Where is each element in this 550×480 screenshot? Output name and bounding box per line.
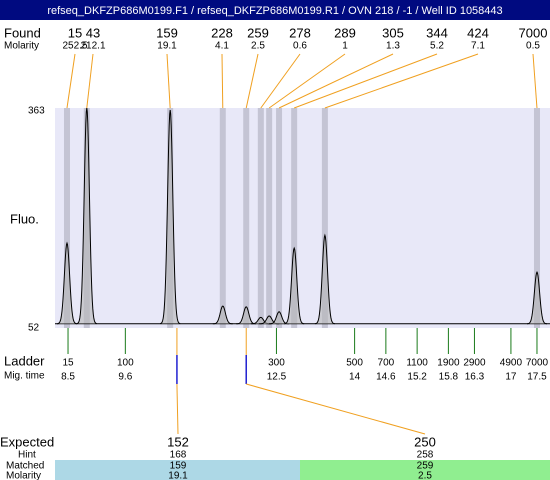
ladder-label: Ladder	[4, 353, 45, 368]
peak-band	[257, 108, 264, 328]
expected-connector	[176, 383, 179, 435]
expected-size: 152	[167, 434, 189, 449]
found-connector	[166, 53, 171, 109]
peak-band	[276, 108, 283, 328]
found-size: 43	[86, 25, 100, 40]
peak-band	[291, 108, 298, 328]
found-size: 344	[426, 25, 448, 40]
trace-peak	[284, 246, 305, 325]
peak-band	[533, 108, 540, 328]
trace-peak	[212, 305, 233, 325]
found-connector	[268, 53, 346, 109]
found-size: 289	[334, 25, 356, 40]
found-connector	[260, 53, 301, 109]
found-connector	[245, 53, 259, 109]
found-size: 15	[68, 25, 82, 40]
header-bar	[0, 0, 550, 20]
found-size: 424	[467, 25, 489, 40]
found-connector	[66, 53, 76, 109]
found-connector	[324, 53, 479, 109]
trace-peak	[57, 241, 77, 325]
found-connector	[532, 53, 538, 109]
expected-size: 250	[414, 434, 436, 449]
matched-label: Matched	[6, 461, 44, 472]
found-molarity: 7.1	[471, 41, 485, 52]
found-connector	[86, 53, 94, 109]
mig-time-label: Mig. time	[4, 371, 45, 382]
found-molarity: 0.5	[526, 41, 540, 52]
found-size: 259	[247, 25, 269, 40]
ladder-time: 17	[505, 372, 517, 383]
ladder-size: 4900	[500, 358, 523, 369]
trace-peak	[314, 233, 335, 325]
peak-band	[321, 108, 328, 328]
found-molarity: 19.1	[157, 41, 177, 52]
found-molarity: 5.2	[430, 41, 444, 52]
peak-band	[63, 108, 70, 328]
expected-cell-1	[55, 460, 300, 480]
ladder-size: 100	[117, 358, 134, 369]
y-tick-label: 363	[28, 106, 45, 117]
ladder-time: 12.5	[267, 372, 287, 383]
found-size: 7000	[519, 25, 548, 40]
found-molarity: 252.5	[62, 41, 87, 52]
ladder-time: 16.3	[465, 372, 485, 383]
expected-molarity: 2.5	[418, 471, 432, 480]
expected-cell-2	[300, 460, 550, 480]
expected-molarity: 19.1	[168, 471, 188, 480]
ladder-time: 15.8	[439, 372, 459, 383]
found-connector	[278, 53, 394, 109]
trace-peak	[236, 306, 257, 325]
y-tick-label: 52	[28, 323, 40, 334]
ladder-size: 15	[62, 358, 74, 369]
ladder-size: 7000	[526, 358, 549, 369]
found-connector	[221, 53, 224, 109]
ladder-size: 700	[378, 358, 395, 369]
found-molarity: 2.5	[251, 41, 265, 52]
expected-matched: 259	[417, 461, 434, 472]
header-title: refseq_DKFZP686M0199.F1 / refseq_DKFZP68…	[47, 5, 502, 17]
found-label: Found	[4, 25, 41, 40]
ladder-time: 14.6	[376, 372, 396, 383]
hint-label: Hint	[18, 450, 36, 461]
trace-peak	[527, 270, 547, 325]
found-size: 278	[289, 25, 311, 40]
found-molarity: 212.1	[80, 41, 105, 52]
expected-connector	[246, 383, 426, 435]
found-connector	[293, 53, 438, 109]
ladder-time: 8.5	[61, 372, 75, 383]
plot-area	[55, 108, 550, 328]
peak-band	[219, 108, 226, 328]
ladder-size: 500	[346, 358, 363, 369]
ladder-time: 14	[349, 372, 361, 383]
expected-hint: 258	[417, 450, 434, 461]
found-molarity: 0.6	[293, 41, 307, 52]
ladder-size: 300	[268, 358, 285, 369]
found-molarity: 1.3	[386, 41, 400, 52]
found-size: 305	[382, 25, 404, 40]
found-size: 228	[211, 25, 233, 40]
found-molarity: 4.1	[215, 41, 229, 52]
peak-band	[243, 108, 250, 328]
peak-band	[266, 108, 273, 328]
ladder-time: 15.2	[407, 372, 427, 383]
ladder-size: 2900	[463, 358, 486, 369]
found-size: 159	[156, 25, 178, 40]
ladder-size: 1100	[406, 358, 428, 369]
expected-hint: 168	[170, 450, 187, 461]
expected-molarity-label: Molarity	[6, 471, 41, 480]
found-molarity: 1	[342, 41, 348, 52]
molarity-label: Molarity	[4, 41, 39, 52]
y-axis-label: Fluo.	[10, 211, 39, 226]
trace-peak	[160, 110, 181, 325]
ladder-size: 1900	[437, 358, 460, 369]
expected-label: Expected	[0, 434, 54, 449]
ladder-time: 9.6	[118, 372, 132, 383]
expected-matched: 159	[170, 461, 187, 472]
ladder-time: 17.5	[527, 372, 547, 383]
